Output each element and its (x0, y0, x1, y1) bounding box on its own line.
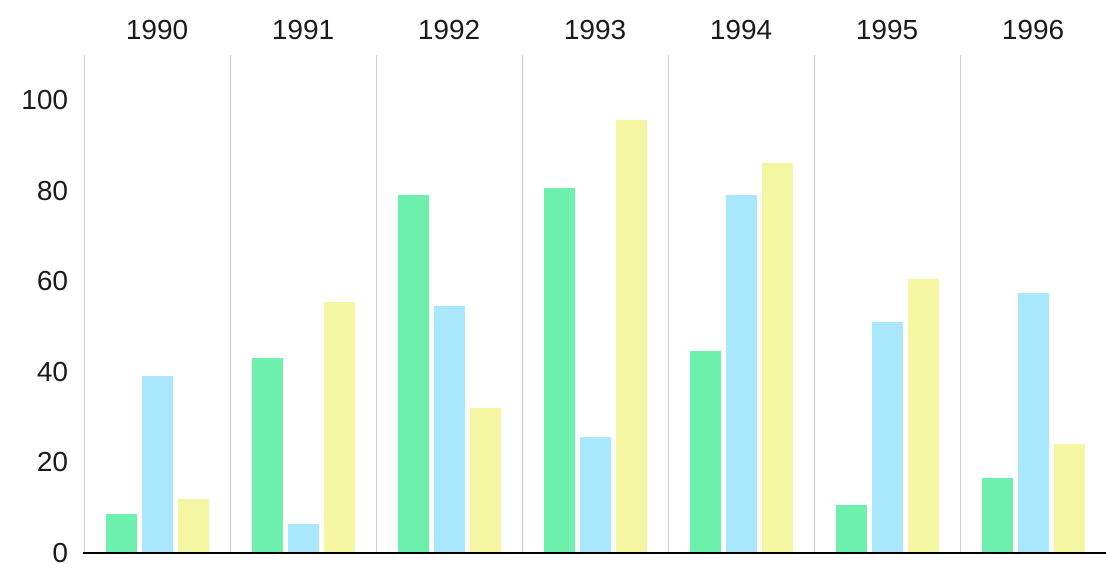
y-tick-label: 60 (36, 265, 68, 297)
x-axis-line (83, 552, 1106, 554)
category-separator-gridline (230, 55, 231, 553)
year-label: 1991 (271, 14, 335, 45)
year-label: 1990 (125, 14, 189, 45)
bar-green-1992 (397, 195, 429, 553)
bar-blue-1996 (1017, 292, 1049, 553)
category-separator-gridline (376, 55, 377, 553)
bar-blue-1992 (433, 306, 465, 553)
bar-green-1990 (105, 514, 137, 553)
y-tick-label: 100 (21, 84, 68, 115)
y-tick-label: 80 (36, 174, 68, 206)
category-separator-gridline (960, 55, 961, 553)
bar-yellow-1992 (469, 408, 501, 553)
category-separator-gridline (668, 55, 669, 553)
bar-yellow-1991 (323, 301, 355, 553)
year-label: 1995 (855, 14, 919, 45)
bar-yellow-1996 (1053, 444, 1085, 553)
year-label: 1992 (417, 14, 481, 45)
bar-blue-1994 (725, 195, 757, 553)
bar-blue-1990 (141, 376, 173, 553)
bar-yellow-1994 (761, 163, 793, 553)
bar-green-1991 (251, 358, 283, 553)
bar-green-1994 (689, 351, 721, 553)
year-label: 1993 (563, 14, 627, 45)
y-tick-label: 0 (52, 537, 68, 568)
bar-green-1993 (543, 188, 575, 553)
year-label: 1994 (709, 14, 773, 45)
y-tick-label: 20 (36, 446, 68, 478)
bar-green-1995 (835, 505, 867, 553)
y-tick-label: 40 (36, 355, 68, 387)
year-label: 1996 (1001, 14, 1065, 45)
bar-yellow-1993 (615, 120, 647, 553)
bar-blue-1991 (287, 523, 319, 553)
category-separator-gridline (814, 55, 815, 553)
bar-yellow-1990 (177, 498, 209, 553)
bar-blue-1995 (871, 321, 903, 553)
bar-green-1996 (981, 478, 1013, 553)
category-separator-gridline (84, 55, 85, 553)
bar-blue-1993 (579, 437, 611, 553)
bar-yellow-1995 (907, 278, 939, 553)
category-separator-gridline (522, 55, 523, 553)
